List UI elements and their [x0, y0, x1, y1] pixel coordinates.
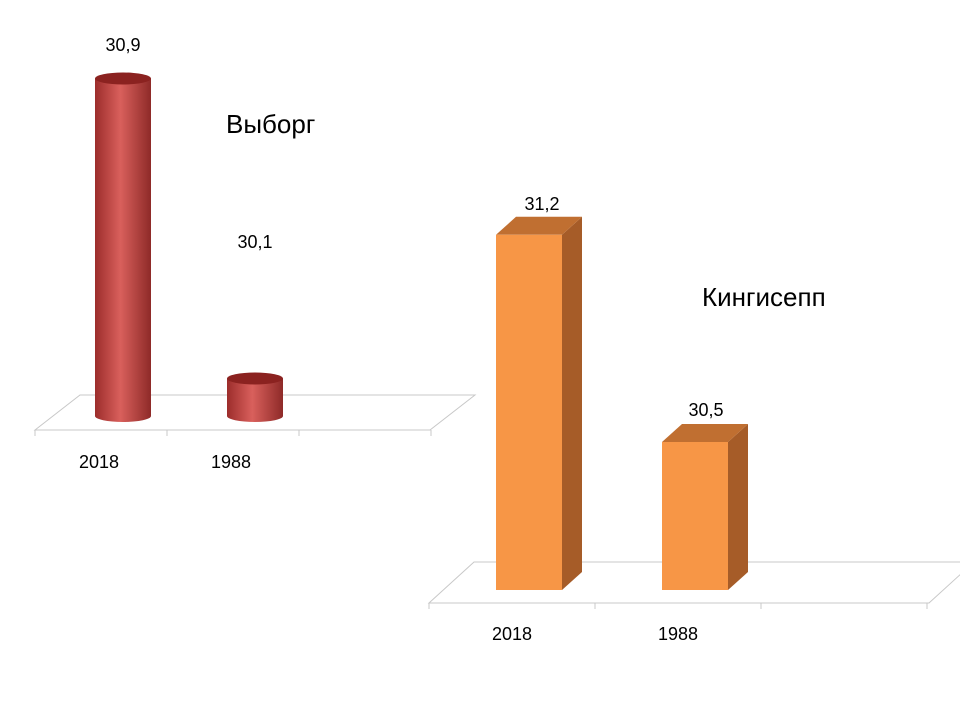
chart1-axis [33, 394, 477, 436]
chart2-bar-1988 [662, 424, 748, 590]
chart2-tick-label-1988: 1988 [658, 624, 698, 644]
chart1-tick-label-2018: 2018 [79, 452, 119, 472]
chart1-tick-label-1988: 1988 [211, 452, 251, 472]
chart2-title: Кингисепп [702, 282, 826, 312]
chart1-bar-2018 [95, 72, 151, 422]
chart1-value-label-2018: 30,9 [105, 35, 140, 55]
chart2-bar-2018 [496, 216, 582, 591]
chart2-plot [496, 216, 748, 591]
chart1-bar-1988 [227, 372, 283, 422]
chart1-title: Выборг [226, 109, 315, 139]
chart2-value-label-2018: 31,2 [524, 194, 559, 214]
chart2-axis [427, 561, 960, 609]
chart2-tick-label-2018: 2018 [492, 624, 532, 644]
chart1-value-label-1988: 30,1 [237, 232, 272, 252]
chart1-plot [95, 72, 283, 422]
chart2-value-label-1988: 30,5 [688, 400, 723, 420]
